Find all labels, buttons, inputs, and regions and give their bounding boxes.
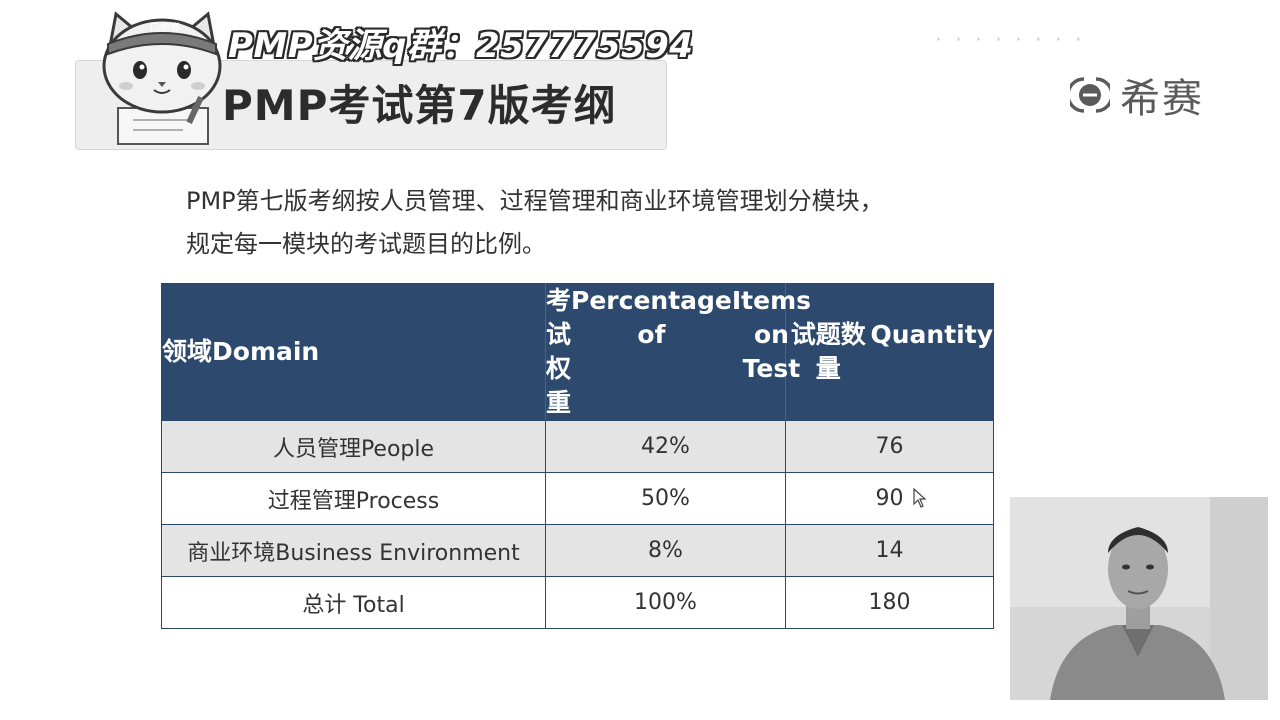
header-domain-zh: 领域: [162, 337, 213, 366]
table-row: 过程管理Process 50% 90: [161, 472, 994, 525]
header-quantity-zh: 试题数量: [790, 320, 866, 383]
cell-percentage: 50%: [545, 472, 786, 525]
cell-domain: 商业环境Business Environment: [161, 524, 546, 577]
column-header-domain: 领域 Domain: [161, 283, 546, 421]
table-header-row: 领域 Domain 考试权重 Percentage of Items on Te…: [161, 283, 994, 421]
intro-line-1: PMP第七版考纲按人员管理、过程管理和商业环境管理划分模块，: [186, 187, 884, 215]
cell-domain: 过程管理Process: [161, 472, 546, 525]
table-total-row: 总计 Total 100% 180: [161, 576, 994, 629]
cell-quantity: 180: [785, 576, 994, 629]
header-percentage-en-2: Items on Test: [731, 286, 812, 383]
brand-name: 希赛: [1120, 76, 1204, 122]
xisai-logo-icon: [1070, 77, 1110, 113]
table-row: 人员管理People 42% 76: [161, 420, 994, 473]
mascot-cat-icon: [102, 11, 222, 145]
header-domain-en: Domain: [212, 337, 320, 366]
cell-domain: 总计 Total: [161, 576, 546, 629]
column-header-percentage: 考试权重 Percentage of Items on Test: [545, 283, 811, 421]
header-percentage-en-1: Percentage of: [571, 286, 732, 349]
cell-domain: 人员管理People: [161, 420, 546, 473]
cell-percentage: 100%: [545, 576, 786, 629]
mascot-badge: 口希赛: [150, 23, 180, 34]
presenter-video-image: [1010, 497, 1268, 700]
cell-quantity: 76: [785, 420, 994, 473]
brand-logo: 希赛: [1070, 66, 1204, 124]
cell-percentage: 42%: [545, 420, 786, 473]
column-header-quantity: 试题数量 Quantity: [785, 283, 994, 421]
exam-domain-table: 领域 Domain 考试权重 Percentage of Items on Te…: [161, 283, 994, 629]
page-title: PMP考试第7版考纲: [222, 81, 617, 130]
intro-line-2: 规定每一模块的考试题目的比例。: [186, 230, 546, 258]
cell-percentage: 8%: [545, 524, 786, 577]
cell-quantity: 14: [785, 524, 994, 577]
table-row: 商业环境Business Environment 8% 14: [161, 524, 994, 577]
header-percentage-zh: 考试权重: [546, 286, 572, 417]
intro-text: PMP第七版考纲按人员管理、过程管理和商业环境管理划分模块， 规定每一模块的考试…: [186, 180, 986, 266]
qq-group-title: PMP资源q群：257775594: [228, 26, 694, 66]
mouse-cursor-icon: [913, 488, 927, 508]
header-quantity-en: Quantity: [870, 320, 994, 349]
watermark-text: · · · · · · · ·: [935, 28, 1085, 53]
cell-quantity: 90: [785, 472, 994, 525]
